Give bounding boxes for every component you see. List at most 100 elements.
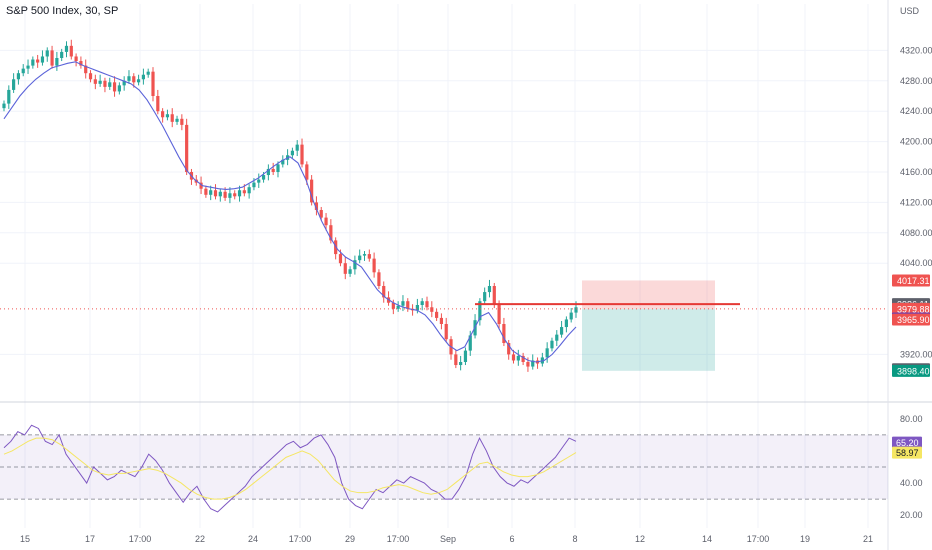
candle-body — [55, 58, 59, 66]
candle-body — [430, 307, 434, 312]
candle-body — [435, 311, 439, 318]
candle-body — [69, 45, 73, 57]
rsi-value-label: 65.20 — [896, 438, 919, 448]
candle-body — [559, 327, 564, 335]
candle-body — [103, 80, 107, 87]
candle-body — [564, 319, 568, 328]
rsi-value-label: 58.97 — [896, 448, 919, 458]
candle-body — [223, 191, 227, 198]
rsi-tick-label: 40.00 — [900, 478, 923, 488]
candle-body — [98, 80, 102, 84]
x-tick-label: 24 — [248, 534, 258, 544]
candle-body — [314, 202, 319, 210]
y-tick-label: 4080.00 — [900, 228, 932, 238]
candle-body — [290, 150, 295, 156]
candle-body — [45, 50, 49, 57]
rsi-value-box — [892, 446, 922, 459]
candle-body — [7, 89, 11, 104]
x-tick-label: 17:00 — [289, 534, 312, 544]
candle-body — [511, 354, 516, 361]
candle-body — [112, 82, 117, 92]
candle-body — [26, 65, 30, 69]
candle-body — [319, 210, 323, 218]
candle-body — [574, 307, 578, 313]
candle-body — [50, 50, 54, 66]
price-label: 4017.31 — [897, 276, 930, 286]
candle-body — [185, 124, 189, 172]
candle-body — [338, 254, 343, 264]
candle-body — [391, 302, 395, 309]
rsi-tick-label: 20.00 — [900, 510, 923, 520]
candle-body — [64, 45, 69, 52]
candle-body — [444, 324, 448, 340]
candle-body — [377, 272, 381, 286]
rsi-value-box — [892, 436, 922, 449]
candle-body — [348, 269, 352, 274]
candle-body — [492, 286, 496, 305]
x-tick-label: 17:00 — [747, 534, 770, 544]
candle-body — [146, 71, 150, 75]
candle-body — [276, 164, 280, 172]
candle-body — [252, 182, 256, 188]
candle-body — [324, 217, 328, 226]
candle-body — [300, 144, 304, 165]
candle-body — [247, 187, 251, 194]
candle-body — [257, 179, 261, 183]
price-label: 3979.88 — [897, 304, 930, 314]
candle-body — [362, 254, 367, 256]
candle-body — [396, 305, 400, 309]
candle-body — [74, 56, 78, 62]
y-tick-label: 4040.00 — [900, 258, 932, 268]
y-tick-label: 4320.00 — [900, 45, 932, 55]
x-tick-label: 6 — [509, 534, 514, 544]
candle-body — [415, 305, 419, 311]
x-tick-label: 17:00 — [387, 534, 410, 544]
candle-body — [526, 362, 530, 367]
candle-body — [266, 168, 270, 176]
candle-body — [305, 164, 309, 180]
price-label-box — [892, 364, 930, 377]
candle-body — [136, 79, 141, 83]
candle-body — [310, 179, 314, 203]
candle-body — [454, 354, 458, 366]
x-tick-label: 12 — [635, 534, 645, 544]
price-label-box — [892, 274, 930, 287]
candle-body — [127, 76, 131, 81]
candle-body — [372, 258, 376, 273]
candle-body — [93, 79, 97, 84]
candle-body — [382, 286, 386, 298]
candle-body — [343, 263, 347, 274]
candle-body — [209, 190, 213, 195]
candle-body — [242, 190, 246, 194]
candle-body — [2, 103, 6, 109]
candle-body — [60, 51, 64, 58]
candle-body — [218, 191, 222, 197]
y-tick-label: 4120.00 — [900, 197, 932, 207]
candle-body — [367, 254, 371, 259]
candle-body — [487, 286, 492, 293]
candle-body — [483, 292, 487, 302]
candle-body — [228, 193, 232, 198]
candle-body — [122, 80, 126, 86]
rsi-ma-line — [3, 437, 577, 500]
candle-body — [170, 114, 174, 122]
x-tick-label: Sep — [440, 534, 456, 544]
y-tick-label: 4200.00 — [900, 137, 932, 147]
candle-body — [16, 73, 21, 80]
candle-body — [79, 61, 83, 66]
candle-body — [12, 79, 16, 90]
candle-body — [569, 312, 573, 320]
candle-body — [459, 362, 463, 366]
candle-body — [295, 144, 299, 151]
candle-body — [141, 74, 145, 80]
currency-label: USD — [900, 6, 920, 16]
candle-body — [406, 301, 410, 309]
candle-body — [117, 85, 121, 92]
candle-body — [555, 334, 559, 341]
x-tick-label: 29 — [345, 534, 355, 544]
candle-body — [204, 188, 208, 195]
candle-body — [180, 118, 184, 125]
candle-body — [468, 335, 472, 351]
